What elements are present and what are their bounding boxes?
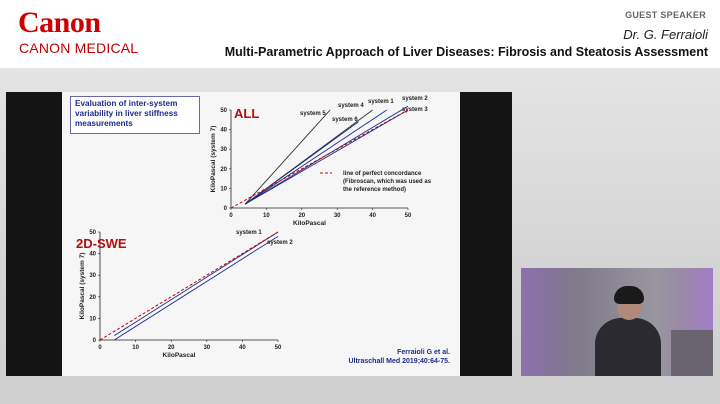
y-axis-label: KiloPascal (system 7) xyxy=(210,126,217,193)
stage-light-left xyxy=(521,268,581,376)
x-tick-label: 40 xyxy=(239,345,246,351)
x-tick-label: 20 xyxy=(298,213,305,219)
perfect-concordance-line xyxy=(230,109,409,209)
y-tick-label: 20 xyxy=(89,295,96,301)
x-tick-label: 0 xyxy=(229,213,233,219)
x-tick-label: 50 xyxy=(275,345,282,351)
x-tick-label: 30 xyxy=(334,213,341,219)
series-label: system 1 xyxy=(236,230,262,236)
series-label: system 1 xyxy=(368,99,394,105)
y-tick-label: 20 xyxy=(220,167,227,173)
canon-medical-label: CANON MEDICAL xyxy=(19,40,139,56)
series-label: system 3 xyxy=(402,107,428,113)
x-tick-label: 40 xyxy=(369,213,376,219)
citation-journal: Ultraschall Med 2019;40:64-75. xyxy=(348,358,450,365)
series-line-system-5 xyxy=(244,109,331,205)
speaker-hair xyxy=(614,286,644,304)
presentation-slide: Evaluation of inter-system variability i… xyxy=(62,92,460,376)
y-tick-label: 50 xyxy=(89,230,96,236)
y-axis-label: KiloPascal (system 7) xyxy=(79,253,86,320)
series-line-system-6 xyxy=(244,121,359,205)
y-tick-label: 10 xyxy=(220,186,227,192)
chart-all-svg: 0 10 20 30 40 50 0 10 20 30 40 50 KiloPascal KiloPasc… xyxy=(76,96,432,359)
series-line-system-1 xyxy=(244,109,388,205)
speaker-name: Dr. G. Ferraioli xyxy=(623,27,708,42)
series-line-system-2 xyxy=(244,105,409,205)
chart-title: ALL xyxy=(234,106,259,121)
citation-authors: Ferraioli G et al. xyxy=(397,349,450,356)
y-tick-label: 40 xyxy=(89,252,96,258)
series-label: system 2 xyxy=(267,240,293,246)
x-axis-label: KiloPascal xyxy=(163,352,196,359)
x-tick-label: 30 xyxy=(203,345,210,351)
citation: Ferraioli G et al. Ultraschall Med 2019;… xyxy=(348,348,450,366)
legend-line-3: the reference method) xyxy=(343,187,406,193)
y-tick-label: 30 xyxy=(220,147,227,153)
x-tick-label: 50 xyxy=(405,213,412,219)
speaker-body xyxy=(595,318,661,376)
podium xyxy=(671,330,713,376)
x-tick-label: 10 xyxy=(132,345,139,351)
y-tick-label: 0 xyxy=(224,206,228,212)
header-bar: Canon CANON MEDICAL GUEST SPEAKER Dr. G.… xyxy=(0,0,720,68)
y-tick-label: 30 xyxy=(89,273,96,279)
series-line-system-1 xyxy=(113,231,279,337)
x-tick-label: 10 xyxy=(263,213,270,219)
series-label: system 6 xyxy=(332,117,358,123)
x-axis-label: KiloPascal xyxy=(293,220,326,227)
speaker-video xyxy=(521,268,713,376)
series-label: system 2 xyxy=(402,96,428,102)
legend-line-1: line of perfect concordance xyxy=(343,171,422,177)
canon-logo: Canon xyxy=(18,6,101,39)
series-line-system-2 xyxy=(113,235,279,341)
chart-title: 2D-SWE xyxy=(76,236,127,251)
series-label: system 5 xyxy=(300,111,326,117)
series-line-system-3 xyxy=(244,109,409,205)
y-tick-label: 40 xyxy=(220,128,227,134)
talk-title: Multi-Parametric Approach of Liver Disea… xyxy=(224,45,708,59)
series-label: system 4 xyxy=(338,103,364,109)
y-tick-label: 50 xyxy=(220,108,227,114)
y-tick-label: 10 xyxy=(89,316,96,322)
guest-speaker-label: GUEST SPEAKER xyxy=(625,10,706,20)
perfect-concordance-line xyxy=(99,231,279,341)
slide-box-title: Evaluation of inter-system variability i… xyxy=(70,96,200,134)
legend-line-2: (Fibroscan, which was used as xyxy=(343,179,432,185)
x-tick-label: 20 xyxy=(168,345,175,351)
y-tick-label: 0 xyxy=(93,338,97,344)
x-tick-label: 0 xyxy=(98,345,102,351)
